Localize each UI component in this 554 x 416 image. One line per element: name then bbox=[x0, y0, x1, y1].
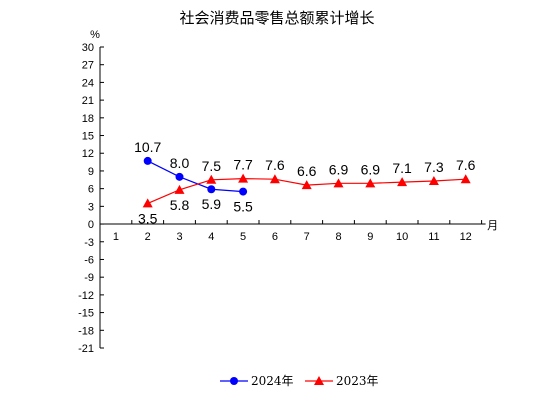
x-tick-label: 11 bbox=[428, 231, 439, 243]
data-point bbox=[269, 174, 280, 184]
y-tick-label: 27 bbox=[82, 60, 94, 72]
data-label: 7.3 bbox=[424, 159, 444, 175]
legend-item-1: 2024年 bbox=[220, 374, 294, 388]
x-tick-label: 8 bbox=[335, 231, 341, 243]
x-tick-label: 4 bbox=[208, 231, 214, 243]
y-tick-label: 12 bbox=[82, 148, 94, 160]
x-tick-label: 7 bbox=[304, 231, 310, 243]
chart-legend: 2024年 2023年 bbox=[220, 374, 379, 388]
legend-marker bbox=[230, 377, 238, 385]
y-tick-label: 3 bbox=[88, 201, 94, 213]
data-point bbox=[206, 174, 217, 184]
data-label: 7.7 bbox=[233, 157, 253, 173]
y-tick-label: 9 bbox=[88, 166, 94, 178]
series-2: 3.5 5.8 7.5 7.7 7.6 6.6 6.9 6.9 7.1 7.3 7.6 bbox=[138, 157, 476, 227]
x-tick-label: 2 bbox=[145, 231, 151, 243]
data-point bbox=[143, 156, 152, 165]
data-label: 5.5 bbox=[233, 199, 253, 215]
y-tick-label: 24 bbox=[82, 77, 94, 89]
x-tick-label: 6 bbox=[272, 231, 278, 243]
x-tick-label: 3 bbox=[176, 231, 182, 243]
x-tick-label: 1 bbox=[113, 231, 119, 243]
data-label: 6.9 bbox=[329, 161, 349, 177]
data-point bbox=[174, 184, 185, 194]
series-1: 10.7 8.0 5.9 5.5 bbox=[134, 139, 253, 215]
data-point bbox=[365, 178, 376, 188]
data-point bbox=[460, 174, 471, 184]
legend-item-2: 2023年 bbox=[305, 374, 379, 388]
data-label: 5.9 bbox=[202, 196, 222, 212]
y-tick-label: -9 bbox=[84, 272, 94, 284]
x-axis-label: 月 bbox=[487, 220, 498, 232]
y-tick-label: -18 bbox=[78, 325, 94, 337]
x-tick-label: 10 bbox=[396, 231, 408, 243]
y-tick-label: 30 bbox=[82, 42, 94, 54]
legend-label: 2023年 bbox=[336, 374, 379, 388]
data-label: 7.6 bbox=[456, 157, 476, 173]
y-tick-label: -21 bbox=[78, 343, 94, 355]
data-label: 5.8 bbox=[170, 197, 190, 213]
y-tick-label: -12 bbox=[78, 290, 94, 302]
x-tick-label: 12 bbox=[460, 231, 472, 243]
y-tick-label: 15 bbox=[82, 131, 94, 143]
y-tick-label: 21 bbox=[82, 95, 94, 107]
data-point bbox=[142, 198, 153, 208]
legend-marker bbox=[314, 376, 324, 385]
series-line bbox=[147, 160, 244, 193]
y-axis-label: % bbox=[90, 29, 100, 41]
data-point bbox=[301, 180, 312, 190]
x-tick-label: 9 bbox=[367, 231, 373, 243]
data-label: 8.0 bbox=[170, 155, 190, 171]
y-tick-label: 18 bbox=[82, 113, 94, 125]
x-tick-label: 5 bbox=[240, 231, 246, 243]
y-tick-label: 6 bbox=[88, 184, 94, 196]
data-label: 6.9 bbox=[361, 161, 381, 177]
data-label: 6.6 bbox=[297, 163, 317, 179]
data-point bbox=[207, 185, 216, 194]
y-tick-label: -6 bbox=[84, 254, 94, 266]
data-point bbox=[239, 187, 248, 196]
series-layer: 10.7 8.0 5.9 5.5 3.5 5.8 7.5 7.7 7.6 6.6 6.9 6.9 7.1… bbox=[134, 139, 476, 226]
data-point bbox=[175, 172, 184, 181]
y-tick-label: -15 bbox=[78, 308, 94, 320]
data-point bbox=[397, 177, 408, 187]
y-tick-label: -3 bbox=[84, 237, 94, 249]
data-label: 3.5 bbox=[138, 210, 158, 226]
data-point bbox=[428, 175, 439, 185]
data-label: 7.5 bbox=[202, 158, 222, 174]
chart-title: 社会消费品零售总额累计增长 bbox=[179, 9, 375, 27]
y-tick-label: 0 bbox=[88, 219, 94, 231]
data-point bbox=[238, 173, 249, 183]
data-point bbox=[333, 178, 344, 188]
data-label: 10.7 bbox=[134, 139, 161, 155]
data-label: 7.1 bbox=[392, 160, 412, 176]
legend-label: 2024年 bbox=[251, 374, 294, 388]
data-label: 7.6 bbox=[265, 157, 285, 173]
